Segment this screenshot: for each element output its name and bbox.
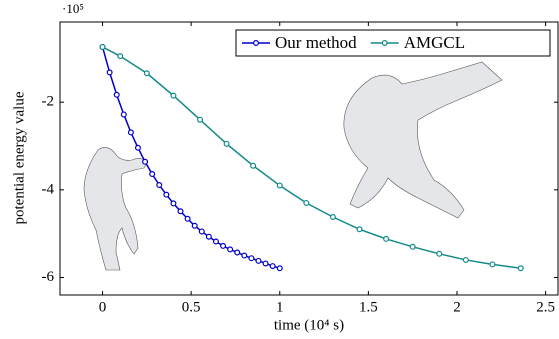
- x-tick-label: 1: [276, 299, 284, 315]
- point: [120, 111, 127, 118]
- point: [241, 252, 248, 259]
- point: [198, 228, 205, 235]
- point: [262, 260, 269, 267]
- point: [227, 246, 234, 253]
- point: [177, 208, 184, 215]
- y-exponent: ·10⁵: [62, 1, 84, 16]
- point: [184, 215, 191, 222]
- x-axis-label: time (10⁴ s): [274, 317, 344, 333]
- legend-marker: [381, 39, 388, 46]
- point: [212, 238, 219, 245]
- x-tick-label: 2: [453, 299, 461, 315]
- point: [220, 242, 227, 249]
- point: [113, 91, 120, 98]
- point: [250, 162, 257, 169]
- y-axis-label: potential energy value: [11, 91, 27, 224]
- point: [156, 182, 163, 189]
- legend-marker: [253, 39, 260, 46]
- point: [197, 116, 204, 123]
- point: [205, 233, 212, 240]
- point: [436, 250, 443, 257]
- point: [517, 265, 524, 272]
- point: [191, 222, 198, 229]
- point: [163, 191, 170, 198]
- y-tick-label: -4: [42, 181, 55, 197]
- plot-frame: [59, 21, 559, 296]
- x-tick-label: 2.5: [536, 299, 555, 315]
- point: [303, 199, 310, 206]
- x-tick-label: 0.5: [182, 299, 201, 315]
- point: [383, 235, 390, 242]
- point: [409, 243, 416, 250]
- y-tick-label: -2: [42, 94, 55, 110]
- legend-label: AMGCL: [404, 33, 465, 52]
- point: [356, 226, 363, 233]
- point: [170, 200, 177, 207]
- point: [143, 70, 150, 77]
- point: [99, 43, 106, 50]
- point: [106, 69, 113, 76]
- point: [234, 249, 241, 256]
- point: [117, 53, 124, 60]
- point: [127, 129, 134, 136]
- point: [489, 261, 496, 268]
- point: [462, 256, 469, 263]
- point: [149, 171, 156, 178]
- x-tick-label: 0: [99, 299, 107, 315]
- legend-label: Our method: [275, 33, 357, 52]
- point: [248, 255, 255, 262]
- armadillo-small: [83, 147, 149, 271]
- point: [134, 144, 141, 151]
- point: [276, 182, 283, 189]
- point: [170, 92, 177, 99]
- x-tick-label: 1.5: [359, 299, 378, 315]
- point: [223, 140, 230, 147]
- point: [269, 263, 276, 270]
- armadillo-large: [343, 61, 503, 219]
- point: [329, 214, 336, 221]
- point: [276, 265, 283, 272]
- y-tick-label: -6: [42, 269, 55, 285]
- point: [255, 257, 262, 264]
- point: [142, 158, 149, 165]
